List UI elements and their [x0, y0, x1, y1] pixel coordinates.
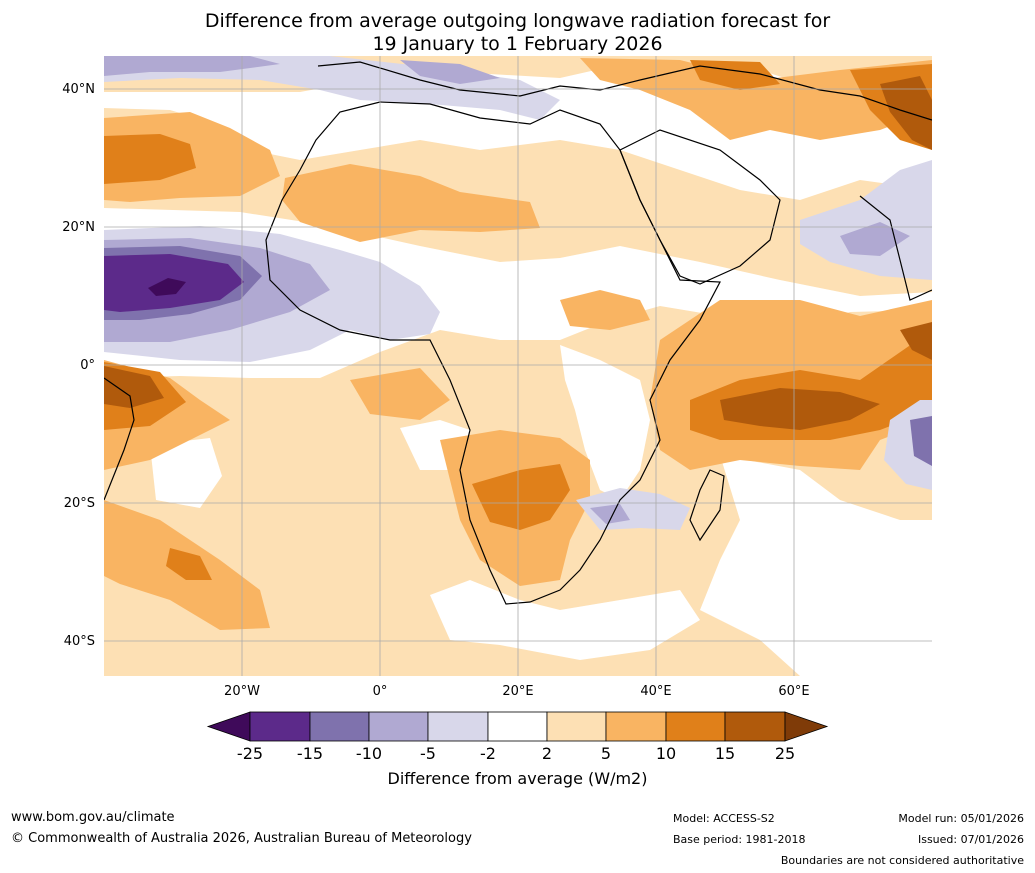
lat-label-40s: 40°S: [63, 634, 95, 649]
footer-disclaimer: Boundaries are not considered authoritat…: [780, 854, 1024, 867]
negative-anomaly-madagascar-mid: [590, 504, 630, 524]
map-field: [104, 56, 932, 676]
positive-anomaly-gulf-of-guinea-peak: [104, 366, 164, 408]
positive-anomaly-southern-africa-core: [472, 464, 570, 530]
lon-label-40e: 40°E: [640, 684, 672, 699]
footer-model: Model: ACCESS-S2: [673, 812, 775, 825]
colorbar-swatch-below: [206, 711, 251, 742]
colorbar-swatch-2: [309, 711, 370, 742]
footer-issued: Issued: 07/01/2026: [917, 833, 1024, 846]
coastline-madagascar: [689, 469, 725, 542]
coastline-africa: [265, 101, 721, 605]
positive-anomaly-middle-east-core: [690, 60, 932, 150]
negative-anomaly-mediterranean-mid: [104, 56, 500, 84]
negative-anomaly-arabian-sea: [800, 160, 932, 280]
negative-anomaly-east-indian-mid: [910, 416, 932, 466]
colorbar-swatch-8: [665, 711, 726, 742]
colorbar-swatch-4: [427, 711, 489, 742]
colorbar-tick-7: 10: [655, 744, 677, 763]
positive-anomaly-east-africa-north: [560, 290, 650, 330]
positive-anomaly-atlantic-north-core: [104, 134, 196, 184]
lat-label-20n: 20°N: [62, 220, 95, 235]
colorbar-tick-1: -15: [296, 744, 324, 763]
positive-anomaly-middle-east: [580, 58, 932, 140]
colorbar-swatch-1: [249, 711, 311, 742]
colorbar-swatch-3: [368, 711, 429, 742]
footer-website: www.bom.gov.au/climate: [11, 810, 175, 825]
footer-copyright: © Commonwealth of Australia 2026, Austra…: [11, 831, 472, 846]
graticule: [104, 56, 932, 676]
neutral-south-atlantic: [150, 438, 222, 508]
title-line-1: Difference from average outgoing longwav…: [204, 10, 831, 32]
colorbar-tick-6: 5: [600, 744, 612, 763]
colorbar-swatch-7: [605, 711, 667, 742]
positive-anomaly-south-atlantic-core: [166, 548, 212, 580]
coastline-india: [859, 195, 932, 301]
coastline-south-america: [104, 377, 135, 501]
lat-label-40n: 40°N: [62, 82, 95, 97]
colorbar-tick-4: -2: [480, 744, 496, 763]
neutral-indian-ocean: [700, 455, 932, 676]
neutral-south-africa: [400, 420, 700, 660]
chart-title: Difference from average outgoing longwav…: [0, 10, 1035, 56]
colorbar-tick-0: -25: [236, 744, 264, 763]
colorbar-swatch-5: [487, 711, 548, 742]
lon-label-0: 0°: [372, 684, 388, 699]
footer-model-run: Model run: 05/01/2026: [898, 812, 1024, 825]
colorbar-tick-3: -5: [420, 744, 436, 763]
positive-anomaly-southern-africa: [350, 368, 590, 586]
colorbar-tick-9: 25: [774, 744, 796, 763]
colorbar-tick-8: 15: [714, 744, 736, 763]
coastline-arabia: [619, 129, 781, 285]
neutral-central-africa: [560, 345, 650, 500]
colorbar-swatch-6: [546, 711, 607, 742]
positive-anomaly-indian-ocean-peak: [720, 322, 932, 430]
title-line-2: 19 January to 1 February 2026: [372, 33, 663, 55]
colorbar-tick-2: -10: [355, 744, 383, 763]
colorbar-swatch-above: [784, 711, 829, 742]
negative-anomaly-atlantic-itcz-peak: [148, 278, 186, 296]
coastline-europe: [317, 61, 932, 121]
colorbar-tick-5: 2: [541, 744, 553, 763]
lon-label-60e: 60°E: [778, 684, 810, 699]
positive-anomaly-central-asia-core: [880, 76, 932, 150]
lon-label-20w: 20°W: [224, 684, 260, 699]
footer-base-period: Base period: 1981-2018: [673, 833, 806, 846]
colorbar-label: Difference from average (W/m2): [387, 769, 648, 788]
colorbar-swatch-9: [724, 711, 786, 742]
positive-anomaly-sahara: [282, 164, 540, 242]
lat-label-20s: 20°S: [63, 496, 95, 511]
lon-label-20e: 20°E: [502, 684, 534, 699]
lat-label-0: 0°: [80, 358, 95, 373]
